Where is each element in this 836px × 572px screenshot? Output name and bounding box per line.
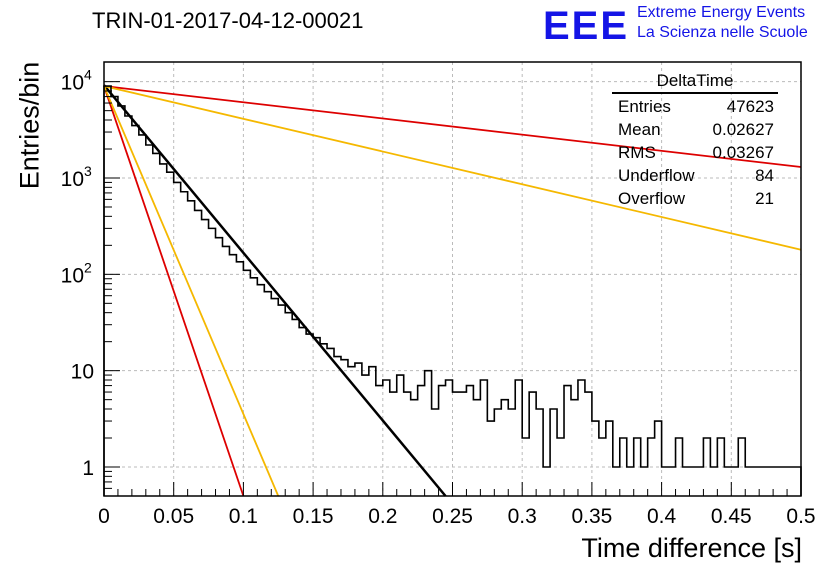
tick-labels: 0 0.05 0.1 0.15 0.2 0.25 0.3 0.35 0.4 0.45 0.510 41… xyxy=(61,67,816,528)
x-tick-label: 0.25 xyxy=(432,505,473,528)
fit-line-0 xyxy=(103,84,447,497)
y-tick-label: 10 xyxy=(61,264,84,287)
x-tick-label: 0.45 xyxy=(711,505,752,528)
x-tick-label: 0.35 xyxy=(571,505,612,528)
stats-row-overflow: Overflow 21 xyxy=(612,187,778,210)
y-tick-exponent: 3 xyxy=(84,163,92,179)
stats-value: 0.03267 xyxy=(712,143,774,162)
fit-line-1 xyxy=(103,85,245,497)
stats-value: 0.02627 xyxy=(712,120,774,139)
y-axis-label: Entries/bin xyxy=(14,61,45,190)
y-tick-label: 10 xyxy=(61,168,84,191)
x-tick-label: 0.3 xyxy=(508,505,537,528)
x-tick-label: 0.2 xyxy=(368,505,397,528)
y-tick-label: 1 xyxy=(82,457,94,480)
logo-subtitle-1: Extreme Energy Events xyxy=(637,4,806,21)
y-tick-exponent: 4 xyxy=(84,67,92,83)
axis-ticks xyxy=(103,81,802,497)
histogram-step xyxy=(103,85,802,496)
stats-label: Entries xyxy=(618,97,671,116)
y-tick-label: 10 xyxy=(71,361,94,384)
x-tick-label: 0.1 xyxy=(229,505,258,528)
fit-line-2 xyxy=(103,85,280,497)
fit-line-3 xyxy=(103,85,802,168)
stats-value: 21 xyxy=(755,189,774,208)
stats-label: Underflow xyxy=(618,166,695,185)
stats-value: 47623 xyxy=(726,97,774,116)
fit-curves xyxy=(103,84,802,497)
x-tick-label: 0.5 xyxy=(786,505,815,528)
y-tick-label: 10 xyxy=(61,72,84,95)
x-tick-label: 0.05 xyxy=(153,505,194,528)
x-tick-label: 0.4 xyxy=(647,505,677,528)
x-tick-label: 0 xyxy=(98,505,110,528)
chart-title: TRIN-01-2017-04-12-00021 xyxy=(92,8,364,33)
stats-row-rms: RMS 0.03267 xyxy=(612,141,778,164)
stats-label: RMS xyxy=(618,143,656,162)
x-tick-label: 0.15 xyxy=(293,505,334,528)
stats-row-underflow: Underflow 84 xyxy=(612,164,778,187)
stats-label: Overflow xyxy=(618,189,686,208)
histogram xyxy=(103,85,802,496)
stats-row-entries: Entries 47623 xyxy=(612,95,778,118)
x-axis-label: Time difference [s] xyxy=(581,533,802,563)
fit-line-4 xyxy=(103,85,802,251)
stats-box: DeltaTime Entries 47623 Mean 0.02627 RMS… xyxy=(612,71,778,210)
stats-value: 84 xyxy=(755,166,774,185)
stats-row-mean: Mean 0.02627 xyxy=(612,118,778,141)
stats-box-title: DeltaTime xyxy=(612,71,778,94)
logo-subtitle-2: La Scienza nelle Scuole xyxy=(637,24,808,41)
y-tick-exponent: 2 xyxy=(84,259,92,275)
stats-label: Mean xyxy=(618,120,661,139)
eee-logo: EEE xyxy=(543,4,630,48)
